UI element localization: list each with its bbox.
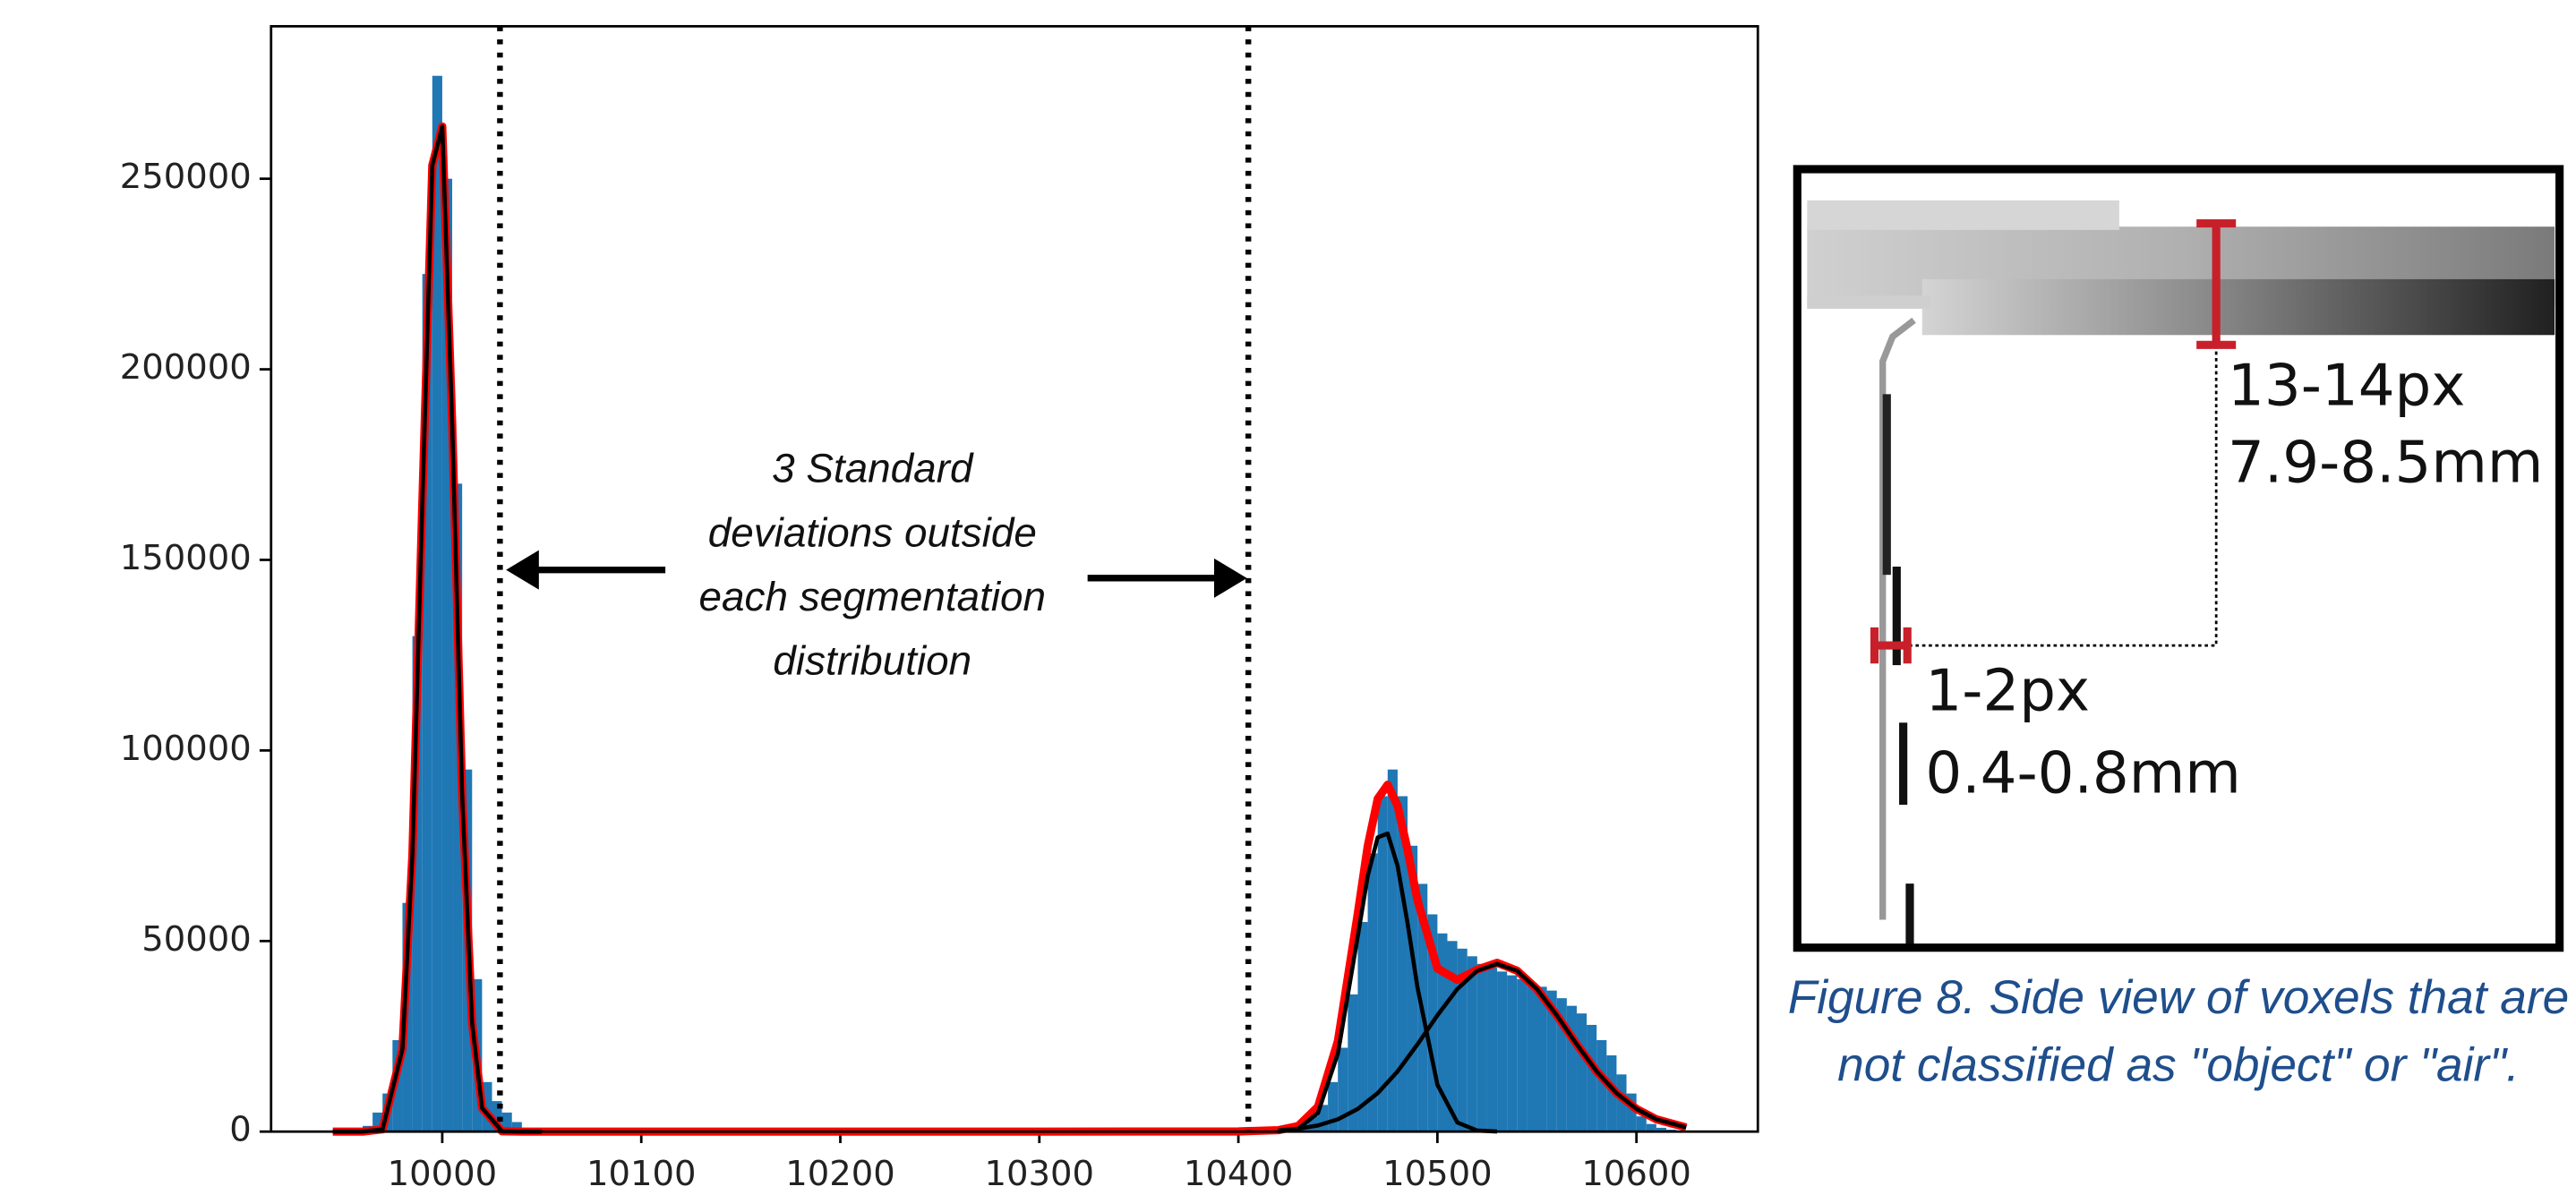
histogram-bar: [1507, 976, 1517, 1132]
voxel-band: [1807, 201, 2119, 230]
histogram-bar: [1567, 1006, 1577, 1132]
annotation: deviations outside: [708, 508, 1037, 555]
y-tick-label: 50000: [141, 919, 252, 960]
y-tick-label: 200000: [120, 347, 252, 388]
page: {"chart_data": {"type": "histogram", "bi…: [0, 0, 2576, 1195]
figure: 0 50000 100000 150000 200000 250000 10000 10100…: [0, 0, 2576, 1195]
x-tick-label: 10600: [1581, 1154, 1691, 1194]
measure-label: 13-14px: [2228, 352, 2465, 419]
annotation: 3 Standard: [772, 445, 974, 491]
histogram-bar: [1468, 956, 1477, 1131]
histogram-bar: [1497, 971, 1507, 1131]
x-tick-label: 10200: [785, 1154, 895, 1194]
histogram-bar: [1368, 853, 1378, 1131]
histogram-bar: [1577, 1013, 1587, 1131]
y-tick-label: 0: [229, 1110, 252, 1150]
voxel-edge: [1899, 722, 1907, 805]
voxel-edge: [1893, 567, 1901, 665]
caption-box: Figure 8. Side view of voxels that are n…: [1784, 966, 2573, 1188]
x-tick-label: 10100: [586, 1154, 697, 1194]
annotation: distribution: [773, 636, 971, 683]
measure-label: 1-2px: [1925, 658, 2090, 725]
y-tick-label: 100000: [120, 729, 252, 769]
annotation: each segmentation: [699, 573, 1047, 619]
voxel-edge: [1905, 883, 1913, 946]
histogram-bar: [1537, 986, 1547, 1131]
measure-label: 7.9-8.5mm: [2228, 430, 2543, 497]
x-tick-label: 10400: [1184, 1154, 1294, 1194]
x-tick-label: 10500: [1382, 1154, 1493, 1194]
voxel-band: [1807, 295, 1930, 309]
histogram-bar: [1477, 964, 1487, 1131]
histogram-bar: [1487, 968, 1497, 1131]
caption: Figure 8. Side view of voxels that are n…: [1784, 966, 2573, 1100]
histogram-bar: [1587, 1025, 1596, 1131]
histogram-bar: [1517, 979, 1527, 1131]
x-tick-label: 10300: [985, 1154, 1095, 1194]
histogram-bar: [1637, 1116, 1647, 1131]
voxel-band: [1922, 279, 2555, 335]
voxel-edge: [1883, 394, 1891, 575]
y-tick-label: 150000: [120, 538, 252, 578]
histogram-bar: [1527, 983, 1536, 1131]
histogram-bar: [1328, 1082, 1338, 1131]
voxel-panel: 13-14px 7.9-8.5mm 1-2px 0.4-0.8mm Figure…: [1784, 169, 2573, 1188]
y-tick-label: 250000: [120, 157, 252, 197]
x-tick-label: 10000: [388, 1154, 498, 1194]
measure-label: 0.4-0.8mm: [1925, 739, 2240, 807]
